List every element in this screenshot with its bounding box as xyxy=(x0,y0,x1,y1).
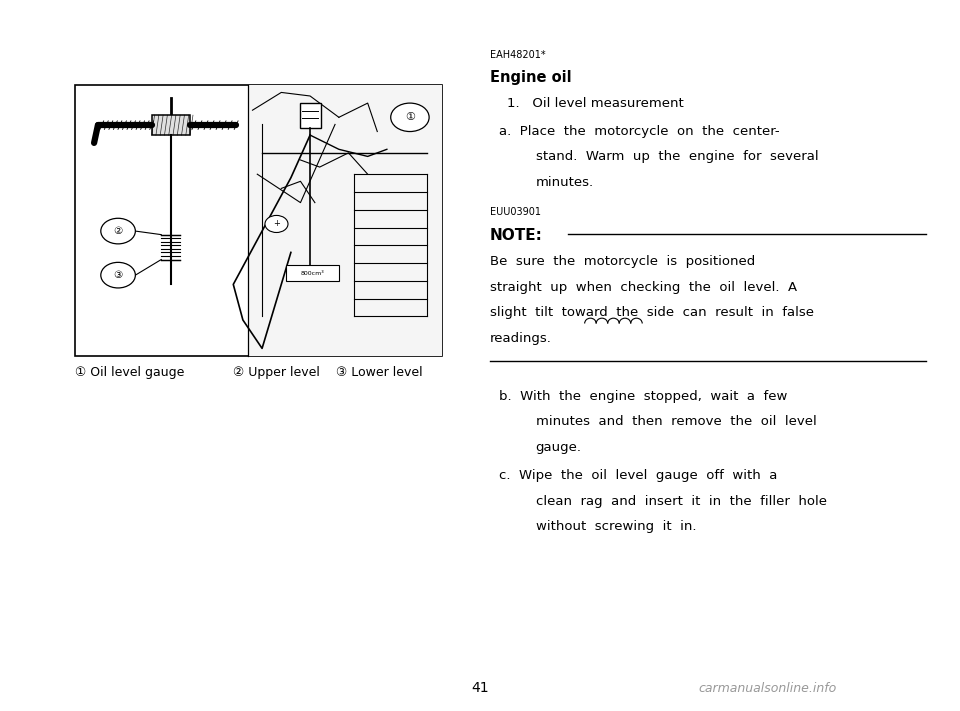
Text: Engine oil: Engine oil xyxy=(490,70,571,85)
Text: straight  up  when  checking  the  oil  level.  A: straight up when checking the oil level.… xyxy=(490,281,797,294)
Text: stand.  Warm  up  the  engine  for  several: stand. Warm up the engine for several xyxy=(536,150,818,164)
Text: ③ Lower level: ③ Lower level xyxy=(336,366,422,379)
Text: minutes  and  then  remove  the  oil  level: minutes and then remove the oil level xyxy=(536,415,816,428)
Text: EAH48201*: EAH48201* xyxy=(490,50,545,60)
Circle shape xyxy=(265,215,288,232)
Text: ①: ① xyxy=(405,112,415,122)
Text: c.  Wipe  the  oil  level  gauge  off  with  a: c. Wipe the oil level gauge off with a xyxy=(499,469,778,482)
Text: minutes.: minutes. xyxy=(536,176,594,189)
Text: slight  tilt  toward  the  side  can  result  in  false: slight tilt toward the side can result i… xyxy=(490,306,814,319)
Circle shape xyxy=(101,262,135,288)
Text: gauge.: gauge. xyxy=(536,441,582,454)
Text: NOTE:: NOTE: xyxy=(490,228,542,243)
Text: Be  sure  the  motorcycle  is  positioned: Be sure the motorcycle is positioned xyxy=(490,255,755,268)
Bar xyxy=(248,85,442,356)
Circle shape xyxy=(101,218,135,244)
Text: EUU03901: EUU03901 xyxy=(490,207,540,217)
Text: clean  rag  and  insert  it  in  the  filler  hole: clean rag and insert it in the filler ho… xyxy=(536,495,827,508)
Bar xyxy=(300,103,321,128)
Text: without  screwing  it  in.: without screwing it in. xyxy=(536,520,696,533)
Text: ① Oil level gauge: ① Oil level gauge xyxy=(75,366,184,379)
Text: b.  With  the  engine  stopped,  wait  a  few: b. With the engine stopped, wait a few xyxy=(499,390,787,402)
Text: 800cm³: 800cm³ xyxy=(300,270,324,276)
Text: 41: 41 xyxy=(471,681,489,695)
Text: ② Upper level: ② Upper level xyxy=(233,366,320,379)
Bar xyxy=(75,85,442,356)
Text: ③: ③ xyxy=(113,270,123,280)
Circle shape xyxy=(391,103,429,132)
Text: ②: ② xyxy=(113,226,123,236)
Text: a.  Place  the  motorcycle  on  the  center-: a. Place the motorcycle on the center- xyxy=(499,124,780,138)
Bar xyxy=(152,115,190,135)
Text: readings.: readings. xyxy=(490,332,551,345)
Text: carmanualsonline.info: carmanualsonline.info xyxy=(699,683,837,695)
Text: 1.   Oil level measurement: 1. Oil level measurement xyxy=(507,97,684,109)
Text: +: + xyxy=(273,220,280,228)
Bar xyxy=(286,265,339,281)
